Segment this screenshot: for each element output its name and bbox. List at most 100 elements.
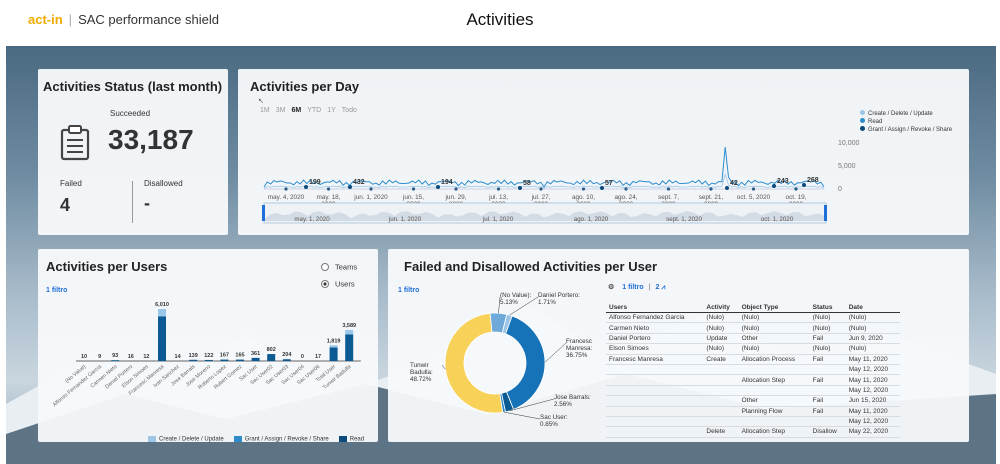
- table-cell: (Nulo): [809, 312, 846, 324]
- table-level-token[interactable]: 2: [655, 284, 660, 291]
- bar-value-label: 93: [112, 353, 118, 359]
- card-title: Activities Status (last month): [43, 79, 223, 94]
- annotation-marker: [725, 186, 729, 190]
- column-header[interactable]: Date: [845, 303, 900, 313]
- range-todo[interactable]: Todo: [341, 107, 357, 114]
- navigator-label: jul. 1, 2020: [482, 216, 514, 223]
- legend-item[interactable]: Grant / Assign / Revoke / Share: [233, 436, 329, 442]
- pie-slice-label: Badulla:: [410, 369, 433, 376]
- table-cell: May 22, 2020: [845, 426, 900, 438]
- pie-leader-line: [498, 296, 501, 314]
- table-cell: May 12, 2020: [845, 416, 900, 428]
- table-cell: (Nulo): [845, 322, 900, 334]
- table-row[interactable]: Planning Flow Fail May 11, 2020: [606, 406, 900, 417]
- table-cell: [606, 385, 704, 397]
- table-cell: [606, 426, 704, 438]
- x-tick-label: jun. 29,: [445, 194, 467, 201]
- x-tick-dot: [411, 187, 416, 191]
- view-radio-group: Teams Users: [321, 262, 357, 295]
- column-header[interactable]: Status: [809, 303, 846, 313]
- table-row[interactable]: Other Fail Jun 15, 2020: [606, 395, 900, 407]
- legend-item[interactable]: Read: [860, 118, 952, 126]
- bar-cdu: [158, 309, 166, 317]
- table-cell: [606, 395, 704, 407]
- column-header[interactable]: Activity: [703, 303, 739, 313]
- filter-token[interactable]: 1 filtro: [46, 287, 68, 294]
- x-tick-label: sept. 21,: [699, 194, 724, 201]
- annotation-label: 57: [605, 180, 613, 187]
- table-row[interactable]: May 12, 2020: [606, 385, 900, 397]
- annotation-marker: [600, 186, 604, 190]
- legend-label: Grant / Assign / Revoke / Share: [244, 436, 329, 442]
- range-ytd[interactable]: YTD: [307, 107, 322, 114]
- hierarchy-icon[interactable]: ⩘: [659, 284, 666, 291]
- radio-circle[interactable]: [321, 263, 329, 272]
- card-title: Failed and Disallowed Activities per Use…: [404, 259, 658, 274]
- pie-slice-label: 48.72%: [410, 376, 432, 383]
- navigator-left-handle[interactable]: [262, 205, 265, 221]
- legend-swatch: [860, 126, 865, 131]
- pie-leader-line: [509, 296, 539, 316]
- bar-cdu: [345, 329, 354, 335]
- table-filter-token[interactable]: 1 filtro: [622, 284, 644, 291]
- filter-token[interactable]: 1 filtro: [398, 287, 420, 294]
- table-toolbar: ⚙ 1 filtro | 2 ⩘: [608, 283, 665, 292]
- drag-handle-icon[interactable]: ↖: [258, 98, 264, 105]
- table-row[interactable]: Alfonso Fernandez Garcia (Nulo) (Nulo) (Nul…: [606, 312, 900, 324]
- legend-item[interactable]: Create / Delete / Update: [860, 110, 952, 118]
- radio-circle[interactable]: [321, 279, 329, 288]
- table-settings-icon[interactable]: ⚙: [608, 284, 615, 291]
- radio-teams[interactable]: Teams: [321, 262, 357, 272]
- legend-item[interactable]: Grant / Assign / Revoke / Share: [860, 126, 952, 134]
- table-cell: (Nulo): [703, 312, 739, 324]
- bar-read: [282, 359, 291, 361]
- range-6m[interactable]: 6M: [291, 107, 302, 114]
- table-cell: [703, 374, 739, 386]
- pie-slice-label: Jose Barrals:: [554, 394, 591, 401]
- failed-value: 4: [60, 195, 71, 215]
- table-row[interactable]: May 12, 2020: [606, 364, 900, 376]
- range-1y[interactable]: 1Y: [327, 107, 336, 114]
- table-row[interactable]: Elson Simoes (Nulo) (Nulo) (Nulo) (Nulo): [606, 343, 900, 355]
- table-row[interactable]: Francesc Manresa Create Allocation Process…: [606, 354, 900, 365]
- pie-slice-label: 36.75%: [566, 352, 588, 359]
- table-cell: [606, 364, 704, 376]
- table-row[interactable]: May 12, 2020: [606, 416, 900, 428]
- status-divider: [132, 181, 133, 223]
- category-label: Tunwir Badulla: [322, 364, 353, 391]
- annotation-label: 199: [309, 179, 321, 186]
- table-cell: [738, 416, 810, 428]
- radio-users[interactable]: Users: [321, 279, 357, 288]
- logo: act-in | SAC performance shield: [28, 12, 219, 27]
- bar-value-label: 10: [81, 354, 87, 360]
- column-header[interactable]: Users: [606, 303, 704, 313]
- range-3m[interactable]: 3M: [275, 107, 286, 114]
- table-cell: (Nulo): [738, 343, 810, 355]
- column-header[interactable]: Object Type: [738, 303, 810, 313]
- pie-leader-line: [509, 398, 555, 412]
- legend-item[interactable]: Read: [338, 436, 364, 442]
- table-row[interactable]: Carmen Nieto (Nulo) (Nulo) (Nulo) (Nulo): [606, 322, 900, 334]
- bar-value-label: 1,819: [327, 338, 341, 344]
- table-cell: [738, 364, 810, 376]
- pie-slice-label: 1.71%: [538, 299, 556, 306]
- table-row[interactable]: Daniel Portero Update Other Fail Jun 9, 2020: [606, 333, 900, 345]
- page-title: Activities: [466, 10, 534, 29]
- table-cell: Elson Simoes: [606, 343, 704, 355]
- table-row[interactable]: Allocation Step Fail May 11, 2020: [606, 374, 900, 386]
- x-tick-label: jun. 15,: [402, 194, 424, 201]
- pie-slice: [505, 315, 546, 410]
- annotation-marker: [518, 186, 522, 190]
- range-1m[interactable]: 1M: [260, 107, 270, 114]
- annotation-marker: [772, 184, 776, 188]
- legend-item[interactable]: Create / Delete / Update: [148, 436, 224, 442]
- bar-value-label: 16: [128, 354, 134, 360]
- table-row[interactable]: Delete Allocation Step Disallow May 22, 202…: [606, 426, 900, 438]
- navigator-right-handle[interactable]: [824, 205, 827, 221]
- x-tick-dot: [794, 187, 798, 191]
- legend-swatch: [233, 436, 242, 442]
- x-tick-dot: [284, 187, 288, 191]
- x-tick-dot: [624, 187, 628, 191]
- bar-read: [189, 359, 198, 361]
- table-cell: [606, 416, 704, 428]
